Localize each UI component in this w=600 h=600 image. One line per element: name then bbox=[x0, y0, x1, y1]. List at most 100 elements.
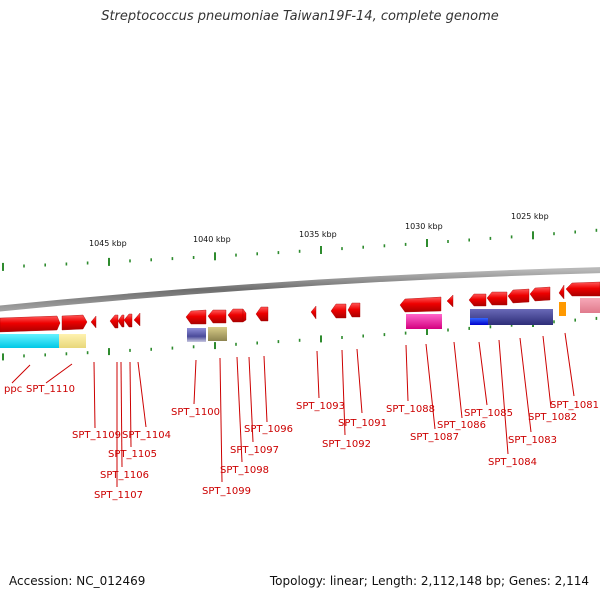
inner-ruler-tick bbox=[150, 347, 152, 351]
gene-spt-1093[interactable] bbox=[310, 305, 317, 320]
inner-ruler bbox=[2, 316, 598, 361]
inner-ruler-tick bbox=[129, 348, 131, 352]
gene-spt-1084[interactable] bbox=[486, 291, 508, 306]
gene-spt-1098[interactable] bbox=[242, 308, 247, 323]
gene-label-spt-1106[interactable]: SPT_1106 bbox=[100, 470, 149, 481]
accession-text: Accession: NC_012469 bbox=[9, 574, 146, 588]
inner-ruler-tick bbox=[341, 336, 343, 339]
gene-spt-1083[interactable] bbox=[507, 288, 530, 304]
gene-label-spt-1105[interactable]: SPT_1105 bbox=[108, 449, 157, 460]
outer-ruler-tick bbox=[171, 257, 174, 261]
gene-track bbox=[0, 281, 600, 333]
gene-label-spt-1082[interactable]: SPT_1082 bbox=[528, 412, 577, 423]
outer-ruler-tick bbox=[426, 239, 428, 247]
gene-spt-1097[interactable] bbox=[227, 308, 244, 323]
outer-ruler-tick bbox=[574, 230, 576, 234]
outer-ruler-tick bbox=[404, 242, 407, 246]
gene-spt-1092[interactable] bbox=[330, 303, 347, 319]
gene-label-spt-1093[interactable]: SPT_1093 bbox=[296, 401, 345, 412]
gene-label-ppc[interactable]: ppc bbox=[4, 384, 22, 395]
gene-spt-1099[interactable] bbox=[207, 309, 227, 324]
outer-ruler-tick bbox=[320, 246, 322, 254]
gene-label-spt-1100[interactable]: SPT_1100 bbox=[171, 407, 220, 418]
gene-label-spt-1092[interactable]: SPT_1092 bbox=[322, 439, 371, 450]
outer-ruler-tick bbox=[192, 256, 195, 259]
domain-box-pink bbox=[580, 298, 600, 313]
gene-spt-1082[interactable] bbox=[529, 286, 551, 302]
gene-spt-1110[interactable] bbox=[61, 314, 88, 331]
page-title: Streptococcus pneumoniae Taiwan19F-14, c… bbox=[101, 9, 499, 24]
inner-ruler-tick bbox=[2, 353, 4, 361]
gene-spt-1081[interactable] bbox=[565, 281, 600, 297]
outer-ruler-tick bbox=[532, 231, 534, 240]
outer-ruler-tick bbox=[2, 262, 4, 271]
gene-label-spt-1083[interactable]: SPT_1083 bbox=[508, 435, 557, 446]
gene-spt-1106[interactable] bbox=[117, 314, 125, 328]
gene-label-spt-1087[interactable]: SPT_1087 bbox=[410, 432, 459, 443]
inner-ruler-tick bbox=[23, 354, 25, 358]
gene-label-spt-1110[interactable]: SPT_1110 bbox=[26, 384, 75, 395]
gene-label-spt-1091[interactable]: SPT_1091 bbox=[338, 418, 387, 429]
inner-ruler-tick bbox=[489, 325, 492, 329]
scale-label-1025: 1025 kbp bbox=[511, 212, 549, 221]
domain-box-orange bbox=[559, 302, 566, 316]
gene-ppc[interactable] bbox=[0, 315, 61, 333]
outer-ruler-tick bbox=[489, 236, 492, 240]
inner-ruler-tick bbox=[44, 353, 46, 357]
gene-spt-1109[interactable] bbox=[90, 315, 97, 329]
genome-summary-text: Topology: linear; Length: 2,112,148 bp; … bbox=[269, 574, 589, 588]
outer-ruler bbox=[2, 228, 598, 271]
inner-ruler-tick bbox=[383, 333, 386, 337]
gene-small-1[interactable] bbox=[558, 284, 565, 300]
outer-ruler-tick bbox=[150, 258, 152, 262]
gene-label-spt-1084[interactable]: SPT_1084 bbox=[488, 457, 537, 468]
domain-box-cyan bbox=[0, 334, 59, 348]
inner-ruler-tick bbox=[574, 318, 576, 322]
inner-ruler-tick bbox=[404, 331, 407, 335]
gene-spt-1104[interactable] bbox=[133, 312, 141, 327]
inner-ruler-tick bbox=[595, 316, 598, 320]
inner-ruler-tick bbox=[447, 328, 449, 332]
inner-ruler-tick bbox=[298, 338, 301, 342]
gene-label-spt-1088[interactable]: SPT_1088 bbox=[386, 404, 435, 415]
scale-label-1035: 1035 kbp bbox=[299, 230, 337, 239]
gene-label-spt-1099[interactable]: SPT_1099 bbox=[202, 486, 251, 497]
inner-ruler-tick bbox=[362, 334, 364, 338]
gene-spt-1107[interactable] bbox=[109, 314, 119, 329]
gene-spt-1086[interactable] bbox=[446, 294, 454, 308]
gene-label-spt-1104[interactable]: SPT_1104 bbox=[122, 430, 171, 441]
gene-label-spt-1098[interactable]: SPT_1098 bbox=[220, 465, 269, 476]
inner-ruler-tick bbox=[214, 342, 216, 350]
outer-ruler-tick bbox=[214, 252, 216, 261]
outer-ruler-tick bbox=[298, 249, 301, 253]
inner-ruler-tick bbox=[86, 351, 89, 355]
outer-ruler-tick bbox=[510, 235, 513, 239]
gene-spt-1096[interactable] bbox=[255, 306, 269, 322]
gene-spt-1085[interactable] bbox=[468, 293, 487, 307]
gene-label-spt-1096[interactable]: SPT_1096 bbox=[244, 424, 293, 435]
outer-ruler-tick bbox=[595, 228, 598, 232]
gene-label-spt-1107[interactable]: SPT_1107 bbox=[94, 490, 143, 501]
gene-label-spt-1081[interactable]: SPT_1081 bbox=[550, 400, 599, 411]
scale-label-1045: 1045 kbp bbox=[89, 239, 127, 248]
gene-spt-1088[interactable] bbox=[399, 296, 442, 313]
gene-spt-1091[interactable] bbox=[347, 302, 361, 318]
outer-ruler-tick bbox=[256, 252, 258, 256]
gene-label-spt-1085[interactable]: SPT_1085 bbox=[464, 408, 513, 419]
gene-label-spt-1097[interactable]: SPT_1097 bbox=[230, 445, 279, 456]
gene-label-spt-1086[interactable]: SPT_1086 bbox=[437, 420, 486, 431]
inner-ruler-tick bbox=[426, 328, 428, 335]
outer-ruler-tick bbox=[86, 261, 89, 265]
gene-label-spt-1109[interactable]: SPT_1109 bbox=[72, 430, 121, 441]
domain-box-yellow bbox=[59, 334, 86, 348]
gene-spt-1105[interactable] bbox=[123, 313, 133, 328]
domain-box-blue bbox=[470, 318, 488, 325]
genome-backbone bbox=[0, 267, 600, 312]
domain-box-olive bbox=[208, 327, 227, 341]
outer-ruler-tick bbox=[44, 263, 46, 267]
annotation-track bbox=[0, 298, 600, 348]
inner-ruler-tick bbox=[510, 323, 513, 327]
gene-spt-1100[interactable] bbox=[185, 309, 207, 325]
